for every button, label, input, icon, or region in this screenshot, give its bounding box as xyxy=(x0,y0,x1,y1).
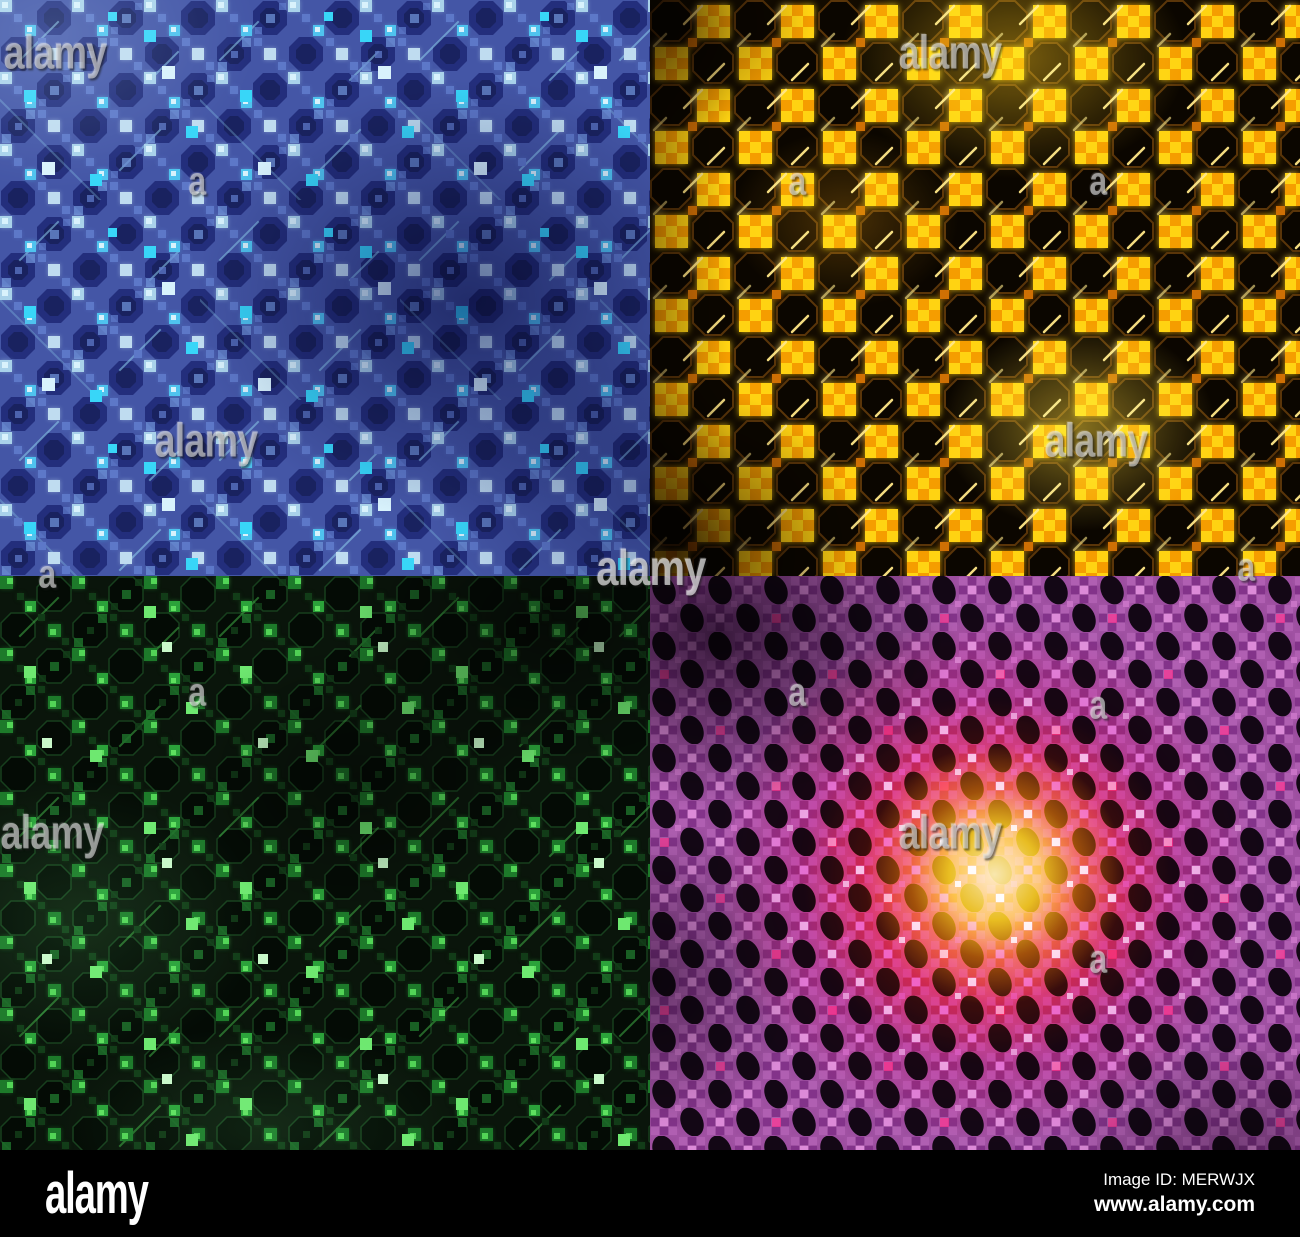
pattern-panel-blue xyxy=(0,0,650,576)
image-metadata: Image ID: MERWJX www.alamy.com xyxy=(1094,1169,1255,1218)
green-pattern-art xyxy=(0,576,650,1150)
alamy-logo: alamy xyxy=(45,1160,149,1226)
pattern-panel-green xyxy=(0,576,650,1150)
pattern-panel-magenta xyxy=(650,576,1300,1150)
orange-pattern-art xyxy=(650,0,1300,576)
alamy-footer-bar: alamy Image ID: MERWJX www.alamy.com xyxy=(0,1150,1300,1237)
image-id-text: Image ID: MERWJX xyxy=(1103,1169,1255,1189)
alamy-website-url: www.alamy.com xyxy=(1093,1192,1255,1216)
pattern-panel-orange xyxy=(650,0,1300,576)
magenta-pattern-art xyxy=(650,576,1300,1150)
blue-pattern-art xyxy=(0,0,650,576)
